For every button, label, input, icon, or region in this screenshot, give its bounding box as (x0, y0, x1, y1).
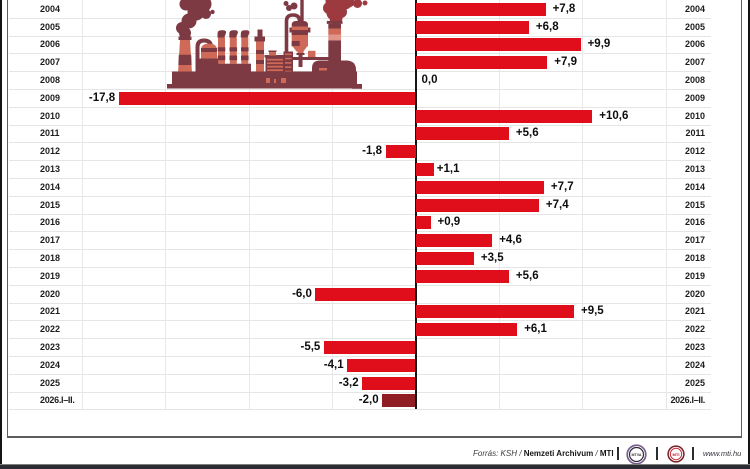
svg-text:MTVA: MTVA (632, 453, 642, 457)
svg-text:MTI: MTI (673, 452, 680, 457)
